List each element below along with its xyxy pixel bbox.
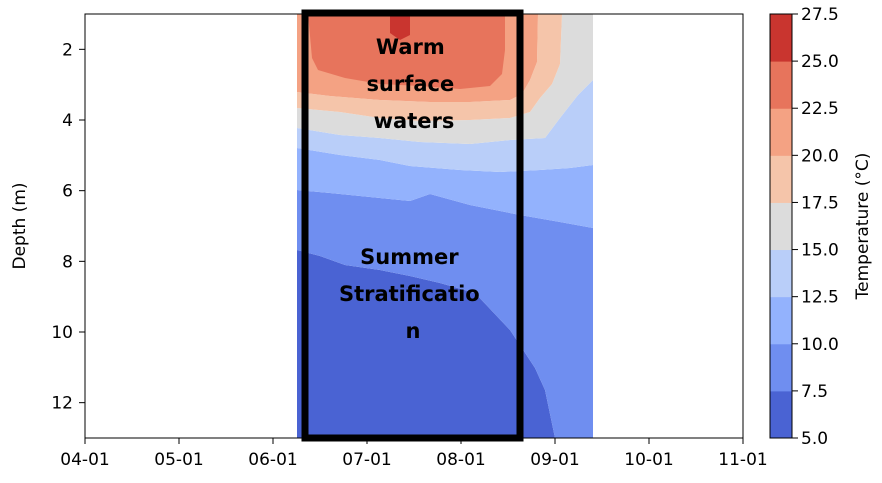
colorbar-band (770, 343, 792, 392)
annotation-strat-line-3: n (406, 319, 421, 343)
contour-band-5-7.5 (297, 250, 555, 438)
x-tick-label: 11-01 (718, 450, 767, 470)
contour-band-25-27.5 (390, 14, 410, 40)
annotation-warm-line-3: waters (374, 109, 455, 133)
contour-band-17.5-20 (297, 14, 562, 121)
colorbar-band (770, 249, 792, 298)
y-tick-label: 8 (62, 252, 73, 272)
colorbar-band (770, 296, 792, 345)
colorbar (770, 14, 792, 439)
y-tick-label: 6 (62, 182, 73, 202)
colorbar-tick-label: 20.0 (801, 146, 839, 166)
annotation-strat-line-1: Summer (360, 245, 459, 269)
colorbar-label: Temperature (°C) (853, 153, 873, 301)
y-tick-label: 12 (51, 394, 73, 414)
x-tick-label: 06-01 (248, 450, 297, 470)
colorbar-tick-label: 7.5 (801, 382, 828, 402)
x-tick-label: 08-01 (436, 450, 485, 470)
colorbar-frame (769, 13, 793, 439)
colorbar-band (770, 390, 792, 439)
colorbar-ticks: 5.0 7.5 10.0 12.5 15.0 17.5 20.0 22.5 25.0 27.5 (792, 5, 839, 449)
y-tick-label: 4 (62, 111, 73, 131)
colorbar-tick-label: 15.0 (801, 241, 839, 261)
colorbar-band (770, 202, 792, 251)
annotation-strat-line-2: Stratificatio (339, 282, 480, 306)
x-tick-label: 05-01 (154, 450, 203, 470)
y-axis-ticks: 2 4 6 8 10 12 (51, 40, 85, 414)
annotation-warm-line-2: surface (366, 72, 454, 96)
colorbar-band (770, 155, 792, 203)
annotation-warm-line-1: Warm (376, 35, 445, 59)
colorbar-tick-label: 17.5 (801, 193, 839, 213)
annotation-summer-stratification: Summer Stratificatio n (339, 245, 487, 343)
contour-band-22.5-25 (308, 14, 505, 89)
colorbar-tick-label: 22.5 (801, 99, 839, 119)
contour-band-15-17.5 (297, 14, 593, 144)
plot-frame (84, 13, 744, 439)
colorbar-band (770, 14, 792, 62)
colorbar-tick-label: 12.5 (801, 288, 839, 308)
colorbar-tick-label: 10.0 (801, 335, 839, 355)
x-tick-label: 04-01 (60, 450, 109, 470)
colorbar-band (770, 61, 792, 109)
colorbar-band (770, 108, 792, 156)
y-tick-label: 10 (51, 323, 73, 343)
colorbar-tick-label: 5.0 (801, 429, 828, 449)
colorbar-tick-label: 25.0 (801, 52, 839, 72)
x-tick-label: 10-01 (624, 450, 673, 470)
y-tick-label: 2 (62, 40, 73, 60)
y-axis-label: Depth (m) (10, 182, 30, 269)
colorbar-tick-label: 27.5 (801, 5, 839, 25)
annotation-warm-surface: Warm surface waters (366, 35, 461, 133)
x-tick-label: 07-01 (342, 450, 391, 470)
x-tick-label: 09-01 (530, 450, 579, 470)
x-axis-ticks: 04-01 05-01 06-01 07-01 08-01 09-01 10-01 11-01 (60, 438, 768, 470)
